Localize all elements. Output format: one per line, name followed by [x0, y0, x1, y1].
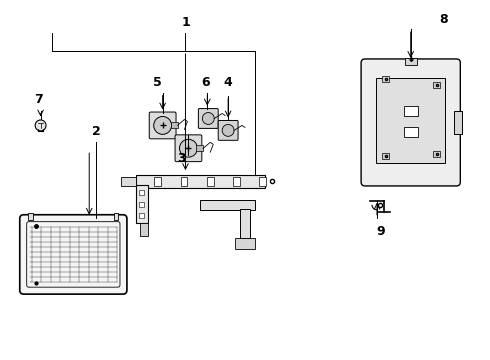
Text: 9: 9 — [377, 225, 385, 238]
Bar — [28, 213, 33, 220]
Bar — [259, 177, 267, 186]
Bar — [376, 78, 445, 163]
Text: 5: 5 — [153, 76, 162, 89]
Circle shape — [35, 120, 46, 131]
Bar — [240, 209, 250, 238]
Circle shape — [179, 139, 197, 157]
Circle shape — [202, 113, 214, 125]
Bar — [233, 177, 240, 186]
Text: 2: 2 — [92, 125, 100, 138]
Bar — [121, 177, 136, 186]
Text: 3: 3 — [177, 152, 185, 165]
Bar — [136, 185, 148, 223]
FancyBboxPatch shape — [175, 135, 202, 162]
Bar — [139, 190, 144, 195]
FancyBboxPatch shape — [198, 109, 218, 129]
Text: 1: 1 — [181, 16, 190, 29]
Bar — [140, 223, 148, 235]
Bar — [136, 175, 265, 188]
Text: 4: 4 — [224, 76, 233, 89]
Text: 7: 7 — [34, 93, 43, 105]
Bar — [196, 145, 203, 151]
FancyBboxPatch shape — [20, 215, 127, 294]
Bar — [207, 177, 214, 186]
Bar — [405, 58, 416, 65]
FancyBboxPatch shape — [361, 59, 460, 186]
Bar — [382, 153, 390, 159]
Bar — [235, 238, 255, 249]
Bar — [404, 105, 417, 116]
FancyBboxPatch shape — [149, 112, 176, 139]
Circle shape — [222, 125, 234, 136]
Bar — [382, 76, 390, 82]
Bar — [200, 200, 255, 210]
FancyBboxPatch shape — [218, 121, 238, 140]
Text: 6: 6 — [201, 76, 210, 89]
Bar — [433, 152, 440, 157]
Bar — [139, 213, 144, 218]
Circle shape — [154, 117, 172, 134]
Bar — [139, 202, 144, 207]
Bar — [433, 82, 440, 87]
Bar — [171, 122, 177, 129]
Bar — [154, 177, 161, 186]
Bar — [114, 213, 119, 220]
Bar — [404, 127, 417, 137]
Bar — [454, 111, 462, 134]
Bar — [180, 177, 188, 186]
Text: 8: 8 — [439, 13, 448, 26]
